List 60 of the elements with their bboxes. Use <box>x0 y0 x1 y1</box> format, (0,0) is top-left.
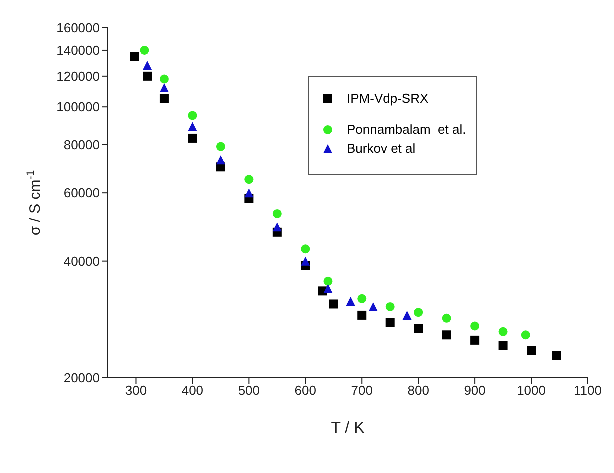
y-tick-label: 40000 <box>64 254 100 269</box>
point <box>521 330 530 340</box>
x-tick-label: 1000 <box>517 383 546 398</box>
point <box>188 134 198 143</box>
y-tick-label: 120000 <box>56 69 100 84</box>
point <box>358 294 367 304</box>
point <box>442 314 452 323</box>
point <box>272 209 282 218</box>
point <box>301 244 310 254</box>
point <box>143 61 152 70</box>
y-tick-label: 160000 <box>56 20 100 36</box>
point <box>130 52 140 62</box>
y-tick-label: 100000 <box>56 100 100 115</box>
point <box>329 300 338 309</box>
x-tick-label: 1100 <box>574 383 602 398</box>
x-tick-label: 400 <box>182 383 204 398</box>
x-axis-title: T / K <box>331 420 366 437</box>
y-tick-label: 80000 <box>64 137 100 152</box>
point <box>188 111 198 120</box>
point <box>324 284 333 294</box>
x-tick-label: 300 <box>125 383 148 398</box>
point <box>442 330 452 340</box>
point <box>140 46 150 55</box>
legend-label: Burkov et al <box>347 141 416 156</box>
point <box>368 302 378 312</box>
y-tick-label: 140000 <box>56 43 100 58</box>
point <box>272 222 282 232</box>
point <box>216 156 226 165</box>
point <box>498 327 508 336</box>
point <box>143 72 152 81</box>
point <box>244 188 254 198</box>
point <box>470 322 480 331</box>
point <box>346 297 356 306</box>
y-tick-label: 60000 <box>64 186 100 201</box>
point <box>386 318 395 328</box>
y-tick-label: 20000 <box>64 370 100 386</box>
x-tick-label: 500 <box>238 383 260 398</box>
point <box>188 122 198 132</box>
point <box>414 308 424 318</box>
x-tick-label: 700 <box>351 383 373 398</box>
point <box>498 341 508 350</box>
legend-label: Ponnambalam et al. <box>347 122 466 137</box>
point <box>216 142 226 152</box>
point <box>160 94 169 104</box>
point <box>324 276 333 286</box>
point <box>527 346 536 356</box>
point <box>301 256 310 266</box>
point <box>244 175 254 184</box>
x-tick-label: 800 <box>408 383 430 398</box>
x-tick-label: 900 <box>464 383 486 398</box>
point <box>160 74 169 84</box>
point <box>386 302 395 312</box>
x-tick-label: 600 <box>294 383 316 398</box>
point <box>358 310 367 320</box>
point <box>414 324 424 334</box>
legend-label: IPM-Vdp-SRX <box>347 91 429 106</box>
point <box>552 351 562 360</box>
point <box>470 336 480 345</box>
point <box>160 84 169 93</box>
point <box>402 310 412 320</box>
